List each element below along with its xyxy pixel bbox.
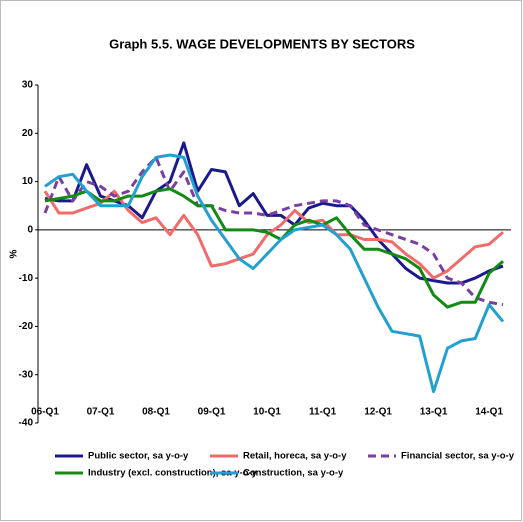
x-tick-label: 10-Q1	[253, 407, 281, 418]
chart-title: Graph 5.5. WAGE DEVELOPMENTS BY SECTORS	[109, 36, 415, 51]
x-tick-label: 12-Q1	[364, 407, 392, 418]
x-tick-label: 06-Q1	[31, 407, 59, 418]
series-line	[43, 189, 504, 280]
y-tick-label: -40	[19, 418, 34, 429]
y-tick-label: 0	[27, 224, 33, 235]
series-line	[44, 187, 504, 309]
y-tick-label: 20	[22, 128, 34, 139]
y-axis-label: %	[9, 249, 20, 258]
x-tick-label: 08-Q1	[142, 407, 170, 418]
y-tick-label: -10	[19, 273, 34, 284]
legend-label: Construction, sa y-o-y	[243, 468, 344, 479]
x-tick-label: 07-Q1	[87, 407, 115, 418]
y-tick-label: -20	[19, 321, 34, 332]
series-line	[44, 153, 505, 394]
y-tick-label: 10	[22, 176, 34, 187]
legend-label: Public sector, sa y-o-y	[88, 451, 189, 462]
x-tick-label: 09-Q1	[198, 407, 226, 418]
x-tick-label: 11-Q1	[309, 407, 337, 418]
legend-label: Industry (excl. construction), sa y-o-y	[88, 468, 258, 479]
x-tick-label: 13-Q1	[420, 407, 448, 418]
legend-label: Retail, horeca, sa y-o-y	[243, 451, 347, 462]
legend-label: Financial sector, sa y-o-y	[401, 451, 515, 462]
y-tick-label: -30	[19, 369, 34, 380]
y-tick-label: 30	[22, 80, 34, 91]
series-line	[43, 155, 504, 307]
x-tick-label: 14-Q1	[475, 407, 503, 418]
